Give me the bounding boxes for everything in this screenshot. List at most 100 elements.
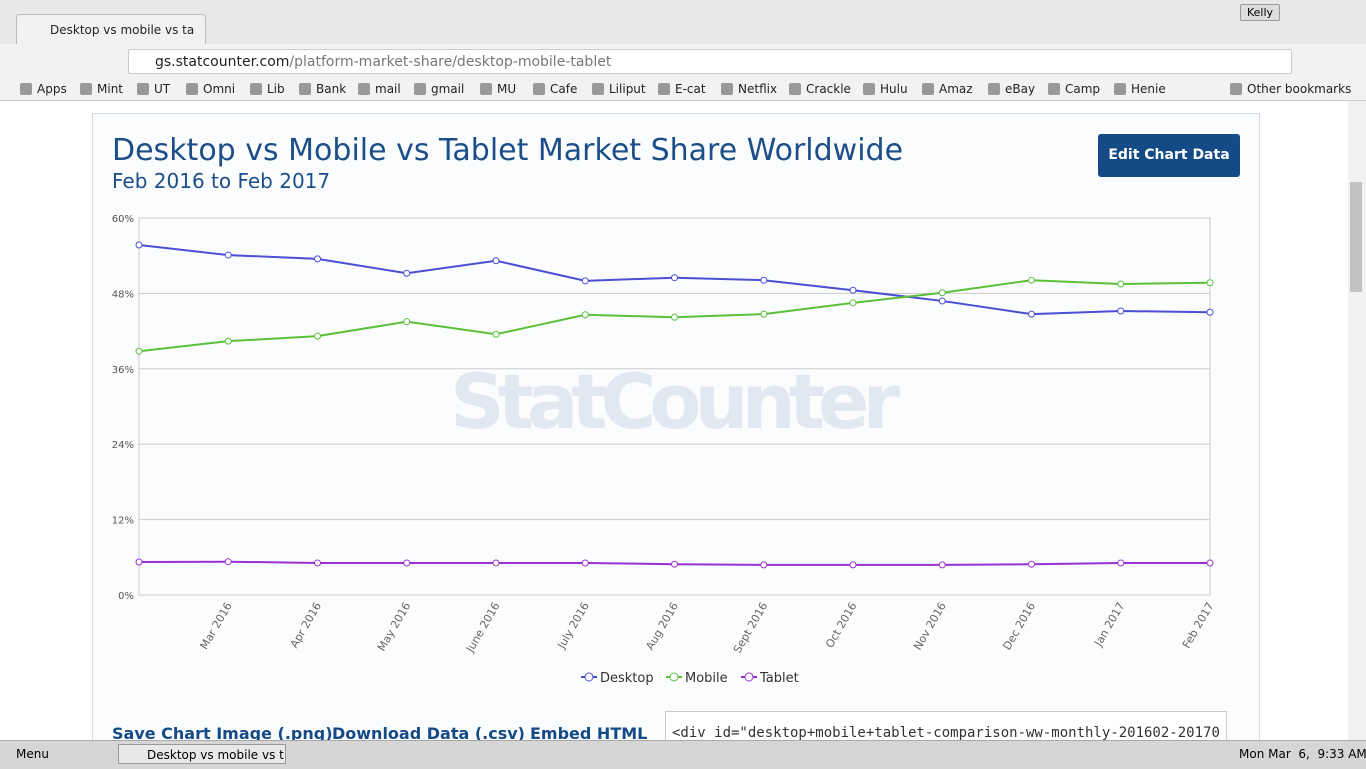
legend-item[interactable]: Tablet bbox=[741, 671, 799, 686]
download-link[interactable]: Download Data (.csv) bbox=[332, 724, 525, 743]
url-host: gs.statcounter.com bbox=[155, 54, 290, 70]
bookmark-label: gmail bbox=[431, 82, 465, 96]
data-point bbox=[403, 559, 411, 567]
scroll-thumb[interactable] bbox=[1350, 182, 1362, 292]
x-tick-label: Feb 2017 bbox=[1180, 600, 1217, 651]
legend-marker bbox=[744, 672, 754, 682]
data-point bbox=[849, 299, 857, 307]
data-point bbox=[1206, 308, 1214, 316]
legend-label: Desktop bbox=[600, 671, 654, 686]
data-point bbox=[1117, 559, 1125, 567]
data-point bbox=[760, 276, 768, 284]
menu-button[interactable]: Menu bbox=[16, 747, 49, 761]
tab[interactable]: Desktop vs mobile vs ta bbox=[16, 14, 206, 44]
tab-strip bbox=[0, 0, 1366, 44]
data-point bbox=[760, 561, 768, 569]
data-point bbox=[314, 255, 321, 263]
bookmark[interactable]: Bank bbox=[299, 80, 346, 98]
x-tick-label: Dec 2016 bbox=[1000, 600, 1038, 652]
bookmark[interactable]: Hulu bbox=[863, 80, 908, 98]
bookmark-label: Liliput bbox=[609, 82, 646, 96]
legend-marker bbox=[669, 672, 679, 682]
data-point bbox=[581, 311, 589, 319]
data-point bbox=[492, 330, 500, 338]
bookmark-label: eBay bbox=[1005, 82, 1036, 96]
data-point bbox=[938, 289, 946, 297]
bookmark[interactable]: E-cat bbox=[658, 80, 706, 98]
bookmark-label: Henie bbox=[1131, 82, 1166, 96]
bookmark[interactable]: Henie bbox=[1114, 80, 1166, 98]
bookmark-label: Camp bbox=[1065, 82, 1101, 96]
bookmark[interactable]: Mint bbox=[80, 80, 123, 98]
data-point bbox=[581, 559, 589, 567]
edit-chart-button[interactable]: Edit Chart Data bbox=[1098, 134, 1240, 177]
data-point bbox=[581, 277, 589, 285]
legend-marker bbox=[584, 672, 594, 682]
clock: Mon Mar 6, 9:33 AM bbox=[1239, 747, 1366, 761]
bookmark-label: Lib bbox=[267, 82, 285, 96]
bookmark[interactable]: Liliput bbox=[592, 80, 646, 98]
bookmark-label: Crackle bbox=[806, 82, 851, 96]
x-tick-label: June 2016 bbox=[463, 600, 502, 655]
data-point bbox=[224, 251, 232, 259]
data-point bbox=[492, 257, 500, 265]
bookmark[interactable]: UT bbox=[137, 80, 170, 98]
bookmark-label: Mint bbox=[97, 82, 123, 96]
bookmark[interactable]: Amaz bbox=[922, 80, 973, 98]
bookmark[interactable]: Netflix bbox=[721, 80, 777, 98]
bookmark[interactable]: Apps bbox=[20, 80, 67, 98]
x-tick-label: Mar 2016 bbox=[197, 600, 234, 652]
other-bookmarks[interactable]: Other bookmarks bbox=[1230, 80, 1351, 98]
profile[interactable]: Kelly bbox=[1240, 4, 1281, 21]
x-tick-label: May 2016 bbox=[375, 600, 413, 653]
x-tick-label: Nov 2016 bbox=[911, 600, 949, 652]
data-point bbox=[1028, 310, 1035, 318]
x-tick-label: Oct 2016 bbox=[823, 600, 860, 650]
data-point bbox=[314, 332, 321, 340]
x-tick-label: July 2016 bbox=[554, 600, 591, 652]
bookmark[interactable]: mail bbox=[358, 80, 401, 98]
data-point bbox=[849, 286, 857, 294]
data-point bbox=[314, 559, 321, 567]
window-button[interactable]: Desktop vs mobile vs t... bbox=[118, 744, 286, 764]
save-image-link[interactable]: Save Chart Image (.png) bbox=[112, 724, 333, 743]
bookmark[interactable]: Cafe bbox=[533, 80, 577, 98]
bookmark[interactable]: MU bbox=[480, 80, 516, 98]
y-tick-label: 36% bbox=[112, 365, 134, 376]
data-point bbox=[224, 337, 232, 345]
data-point bbox=[849, 561, 857, 569]
bookmark-label: Amaz bbox=[939, 82, 973, 96]
bookmark[interactable]: Lib bbox=[250, 80, 285, 98]
y-tick-label: 24% bbox=[112, 440, 134, 451]
bookmark-label: MU bbox=[497, 82, 517, 96]
legend-label: Tablet bbox=[759, 671, 799, 686]
bookmark-label: Apps bbox=[37, 82, 67, 96]
legend-item[interactable]: Desktop bbox=[581, 671, 654, 686]
chart: Desktop vs Mobile vs Tablet Market Share… bbox=[112, 133, 1217, 686]
bookmark[interactable]: gmail bbox=[414, 80, 464, 98]
embed-link[interactable]: Embed HTML bbox=[530, 724, 648, 743]
data-point bbox=[135, 347, 143, 355]
data-point bbox=[938, 561, 946, 569]
bookmark-label: Bank bbox=[316, 82, 347, 96]
legend-label: Mobile bbox=[685, 671, 728, 686]
legend-item[interactable]: Mobile bbox=[666, 671, 728, 686]
bookmark-label: Cafe bbox=[550, 82, 578, 96]
bookmark[interactable]: Omni bbox=[186, 80, 235, 98]
data-point bbox=[1028, 560, 1035, 568]
bookmark-label: UT bbox=[154, 82, 171, 96]
bookmark[interactable]: eBay bbox=[988, 80, 1035, 98]
y-tick-label: 48% bbox=[112, 289, 134, 300]
data-point bbox=[671, 313, 678, 321]
bookmark[interactable]: Camp bbox=[1048, 80, 1100, 98]
data-point bbox=[671, 560, 678, 568]
url-path: /platform-market-share/desktop-mobile-ta… bbox=[289, 54, 612, 70]
address-bar[interactable]: gs.statcounter.com/platform-market-share… bbox=[128, 49, 1292, 74]
data-point bbox=[492, 559, 500, 567]
data-point bbox=[1206, 279, 1214, 287]
bookmark[interactable]: Crackle bbox=[789, 80, 851, 98]
bookmark-label: Omni bbox=[203, 82, 236, 96]
chart-panel bbox=[92, 113, 1260, 753]
x-tick-label: Aug 2016 bbox=[643, 600, 681, 652]
